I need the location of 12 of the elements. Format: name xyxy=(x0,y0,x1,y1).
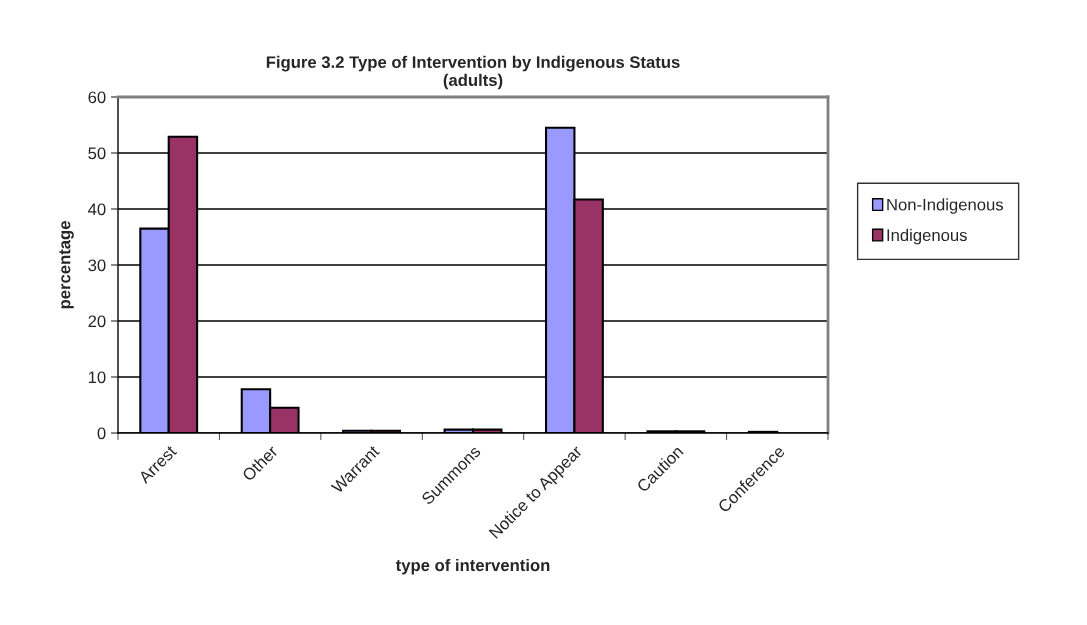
y-axis-title: percentage xyxy=(59,221,74,309)
y-tick-label: 50 xyxy=(88,147,106,160)
y-tick-label: 60 xyxy=(88,91,106,104)
legend-label: Non-Indigenous xyxy=(887,198,1004,214)
y-tick-label: 40 xyxy=(88,203,106,216)
y-tick-label: 10 xyxy=(88,371,106,384)
y-tick-label: 0 xyxy=(97,427,106,440)
y-tick-label: 30 xyxy=(88,259,106,272)
legend-label: Indigenous xyxy=(887,228,967,245)
chart-title: Figure 3.2 Type of Intervention by Indigenous Status (adults) xyxy=(266,55,680,90)
x-axis-title: type of intervention xyxy=(395,558,550,575)
y-tick-label: 20 xyxy=(88,315,106,328)
